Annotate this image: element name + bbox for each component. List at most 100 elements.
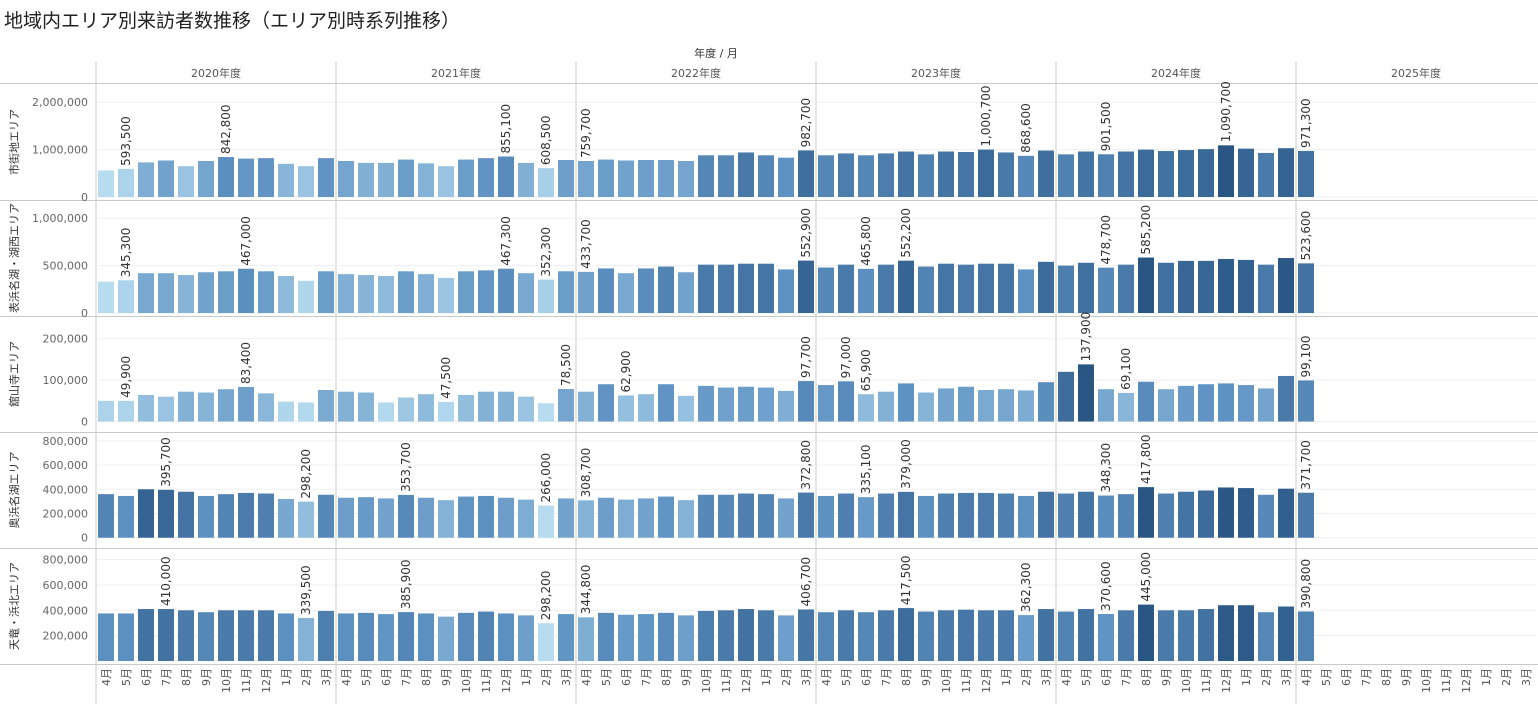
month-tick-5-4: 8月 [1380,668,1393,686]
bar-3-1-5 [438,500,454,538]
bar-4-1-4 [418,613,434,661]
bar-3-0-1 [118,495,134,538]
bar-0-2-9 [758,155,774,197]
bar-2-4-0 [1058,371,1074,422]
bar-2-0-9 [278,401,294,422]
bar-3-2-6 [698,494,714,538]
bar-2-2-4 [658,384,674,422]
month-tick-5-9: 1月 [1480,668,1493,686]
bar-3-1-2 [378,498,394,538]
bar-0-0-1 [118,168,134,197]
bar-4-3-5 [918,611,934,661]
bar-0-1-5 [438,166,454,197]
bar-0-4-2 [1098,154,1114,197]
bar-0-3-10 [1018,155,1034,197]
bar-4-3-1 [838,610,854,661]
bar-2-3-11 [1038,382,1054,422]
bar-4-1-0 [338,613,354,661]
month-tick-2-4: 8月 [660,668,673,686]
bar-4-0-9 [278,613,294,661]
data-label-2-1-5: 47,500 [439,357,453,399]
bar-3-0-5 [198,495,214,538]
bar-4-1-5 [438,616,454,661]
bar-4-0-10 [298,617,314,661]
data-label-1-3-2: 465,800 [859,216,873,266]
month-tick-2-9: 1月 [760,668,773,686]
bar-3-1-11 [558,498,574,538]
bar-4-3-8 [978,610,994,661]
month-tick-1-1: 5月 [360,668,373,686]
bar-2-0-0 [98,400,114,422]
bar-3-4-9 [1238,488,1254,538]
bar-4-2-4 [658,612,674,661]
month-tick-4-9: 1月 [1240,668,1253,686]
bar-3-1-0 [338,497,354,538]
column-header-label: 年度 / 月 [694,46,738,60]
bar-0-1-6 [458,159,474,197]
bar-4-0-7 [238,610,254,661]
bar-0-1-3 [398,159,414,197]
bar-1-0-1 [118,280,134,313]
data-label-1-5-0: 523,600 [1299,211,1313,261]
bar-1-0-6 [218,271,234,313]
bar-1-4-6 [1178,260,1194,313]
bar-4-5-0 [1298,611,1314,661]
bar-2-4-7 [1198,384,1214,422]
bar-2-1-5 [438,401,454,422]
bar-1-3-9 [998,263,1014,313]
bar-0-4-0 [1058,154,1074,197]
bar-0-4-11 [1278,148,1294,197]
month-tick-5-3: 7月 [1360,668,1373,686]
data-label-3-4-2: 348,300 [1099,443,1113,493]
bar-4-4-8 [1218,605,1234,661]
bar-0-2-0 [578,160,594,197]
bar-1-1-0 [338,274,354,313]
bar-2-4-8 [1218,383,1234,422]
bar-4-3-2 [858,612,874,661]
bar-0-1-1 [358,162,374,197]
bar-4-4-10 [1258,612,1274,661]
data-label-1-2-0: 433,700 [579,219,593,269]
month-tick-2-5: 9月 [680,668,693,686]
bar-1-3-0 [818,267,834,313]
year-header-3: 2023年度 [911,66,961,80]
bar-2-4-1 [1078,364,1094,422]
month-tick-2-6: 10月 [700,668,713,693]
month-tick-3-1: 5月 [840,668,853,686]
panel-label-4: 天竜・浜北エリア [7,562,21,650]
bar-2-1-1 [358,392,374,422]
y-tick-4-3: 800,000 [43,554,89,567]
bar-0-5-0 [1298,150,1314,197]
bar-0-0-9 [278,163,294,197]
bar-3-2-4 [658,496,674,538]
bar-0-0-5 [198,160,214,197]
data-label-4-0-3: 410,000 [159,556,173,606]
bar-2-3-1 [838,381,854,422]
data-label-0-1-8: 855,100 [499,104,513,154]
month-tick-3-6: 10月 [940,668,953,693]
bar-4-4-9 [1238,605,1254,661]
bar-0-0-4 [178,166,194,197]
bar-3-2-0 [578,500,594,538]
bar-0-4-10 [1258,152,1274,197]
data-label-4-0-10: 339,500 [299,565,313,615]
bar-3-4-10 [1258,494,1274,538]
bar-2-4-5 [1158,389,1174,422]
bar-2-2-8 [738,386,754,422]
data-label-3-1-3: 353,700 [399,442,413,492]
data-label-1-3-4: 552,200 [899,208,913,258]
bar-3-4-0 [1058,493,1074,538]
month-tick-0-0: 4月 [100,668,113,686]
y-tick-3-1: 200,000 [43,508,89,521]
bar-1-1-1 [358,275,374,313]
bar-0-1-11 [558,160,574,197]
bar-4-4-11 [1278,606,1294,661]
bar-0-2-10 [778,157,794,197]
bar-4-0-3 [158,609,174,661]
bar-3-0-10 [298,501,314,538]
bar-4-4-5 [1158,610,1174,661]
bar-2-2-9 [758,387,774,422]
bar-3-0-0 [98,494,114,538]
bar-2-2-6 [698,385,714,422]
data-label-1-4-4: 585,200 [1139,205,1153,255]
